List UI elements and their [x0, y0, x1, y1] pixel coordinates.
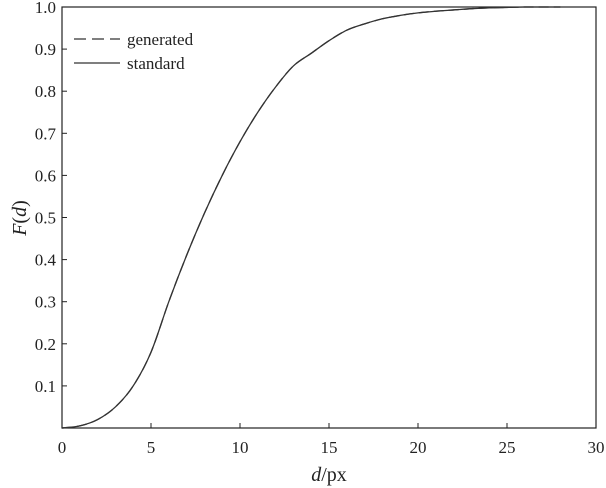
- x-axis-label-var: d: [311, 464, 322, 486]
- y-tick-label: 0.9: [35, 40, 56, 59]
- y-axis-label-close: ): [9, 200, 31, 207]
- series-line-standard: [61, 6, 561, 429]
- x-axis: 0 5 10 15 20 25 30: [58, 423, 605, 457]
- y-axis-label-open: (: [9, 217, 31, 224]
- y-axis-label-func: F: [9, 223, 31, 237]
- x-tick-label: 5: [147, 438, 156, 457]
- y-tick-label: 0.3: [35, 293, 56, 312]
- x-tick-label: 15: [321, 438, 338, 457]
- x-tick-label: 0: [58, 438, 67, 457]
- x-axis-label: d/px: [311, 464, 347, 486]
- series-layer: [61, 6, 561, 429]
- x-tick-label: 20: [410, 438, 427, 457]
- y-tick-label: 1.0: [35, 0, 56, 17]
- y-tick-label: 0.5: [35, 209, 56, 228]
- y-tick-label: 0.7: [35, 124, 57, 143]
- y-tick-label: 0.1: [35, 377, 56, 396]
- legend: generated standard: [74, 30, 194, 73]
- x-axis-label-unit: /px: [321, 464, 347, 486]
- legend-label-generated: generated: [127, 30, 194, 49]
- y-axis-label-var: d: [9, 206, 31, 217]
- y-axis: 0.1 0.2 0.3 0.4 0.5 0.6 0.7 0.8 0.9 1.0: [35, 0, 67, 396]
- x-tick-label: 25: [499, 438, 516, 457]
- y-axis-label: F(d): [9, 200, 31, 237]
- x-tick-label: 30: [588, 438, 605, 457]
- y-tick-label: 0.2: [35, 335, 56, 354]
- x-tick-label: 10: [232, 438, 249, 457]
- y-tick-label: 0.4: [35, 251, 57, 270]
- y-tick-label: 0.6: [35, 166, 56, 185]
- y-tick-label: 0.8: [35, 82, 56, 101]
- legend-label-standard: standard: [127, 54, 185, 73]
